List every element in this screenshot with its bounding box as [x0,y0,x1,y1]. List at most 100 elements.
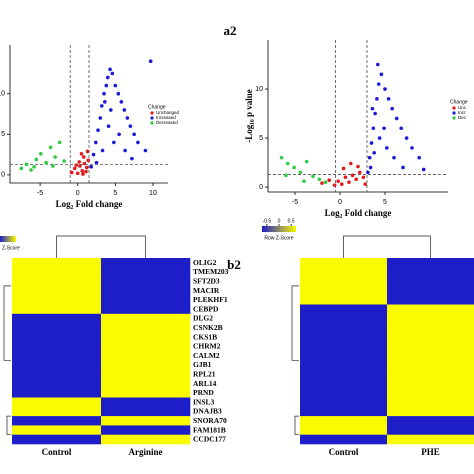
dendrogram [3,285,11,361]
legend-swatch [150,111,154,115]
heat-cell [12,406,102,417]
heat-cell [387,434,474,445]
heat-cell [387,304,474,315]
x-axis-label: Log₂ Fold change [56,199,123,209]
point [108,67,112,72]
point [81,172,85,176]
point [113,83,118,88]
heat-cell [387,276,474,287]
heat-cell [387,313,474,324]
heat-cell [387,369,474,380]
row-label: CCDC177 [193,435,226,444]
heat-cell [101,378,191,389]
heat-cell [387,258,474,268]
point [372,150,377,155]
point [51,164,55,168]
heat-cell [12,276,102,287]
point [376,82,381,86]
point [53,155,57,159]
row-label: GJB1 [193,360,212,369]
point [317,177,322,182]
point [320,181,324,185]
heat-cell [12,416,102,426]
heat-cell [387,332,474,342]
heat-cell [12,425,102,435]
x-tick-label: 5 [383,199,387,206]
point [332,183,337,187]
point [410,146,414,150]
y-tick-label: 10 [255,86,263,93]
point [79,151,84,156]
point [302,179,306,184]
point [279,155,284,160]
heat-cell [300,416,388,426]
point [358,170,362,175]
point [390,106,395,111]
heat-cell [101,332,191,342]
color-key-label: -0.5 [263,218,272,224]
point [74,163,79,167]
heat-cell [101,304,191,315]
heat-cell [300,369,388,380]
point [116,91,121,96]
heat-cell [387,285,474,296]
legend-label: Incr [458,110,466,115]
heat-cell [12,332,102,342]
point [132,132,136,137]
point [350,173,355,178]
heat-cell [101,369,191,380]
column-label: PHE [421,447,440,457]
point [385,146,389,150]
point [383,87,387,91]
heat-cell [387,267,474,277]
heat-cell [387,323,474,333]
heat-cell [300,351,388,361]
point [91,152,96,157]
heat-cell [101,360,191,370]
legend-swatch [452,116,456,120]
point [103,100,107,104]
point [417,155,422,160]
heat-cell [300,285,388,296]
point [84,165,89,170]
point [284,173,288,178]
point [370,106,375,111]
y-tick-label: 0 [259,184,263,191]
point [85,149,90,154]
heat-cell [101,434,191,445]
legend-title: Change [450,99,468,105]
point [119,100,124,104]
point [100,148,105,153]
point [93,140,98,145]
point [421,167,426,172]
row-label: MACIR [193,286,220,295]
dendrogram [294,415,299,436]
point [349,161,353,166]
heat-cell [101,258,191,268]
point [373,111,377,116]
row-label: PRND [193,388,214,397]
point [356,164,360,169]
legend-label: Dec [458,115,467,120]
heat-cell [101,425,191,435]
point [386,97,391,101]
point [80,169,85,173]
heat-cell [12,351,102,361]
point [106,124,111,128]
point [148,59,153,64]
point [75,171,80,176]
point [347,180,351,184]
x-axis-label: Log₂ Fold change [325,208,392,218]
point [401,165,405,170]
row-label: CEBPD [193,304,219,313]
heat-cell [12,341,102,352]
legend-title: Change [148,104,166,110]
point [376,62,380,67]
heat-cell [300,258,388,268]
y-tick-label: 5 [259,135,263,142]
heat-cell [12,304,102,315]
heat-cell [300,378,388,389]
x-tick-label: 10 [149,190,157,197]
row-label: DNAJB3 [193,407,222,416]
